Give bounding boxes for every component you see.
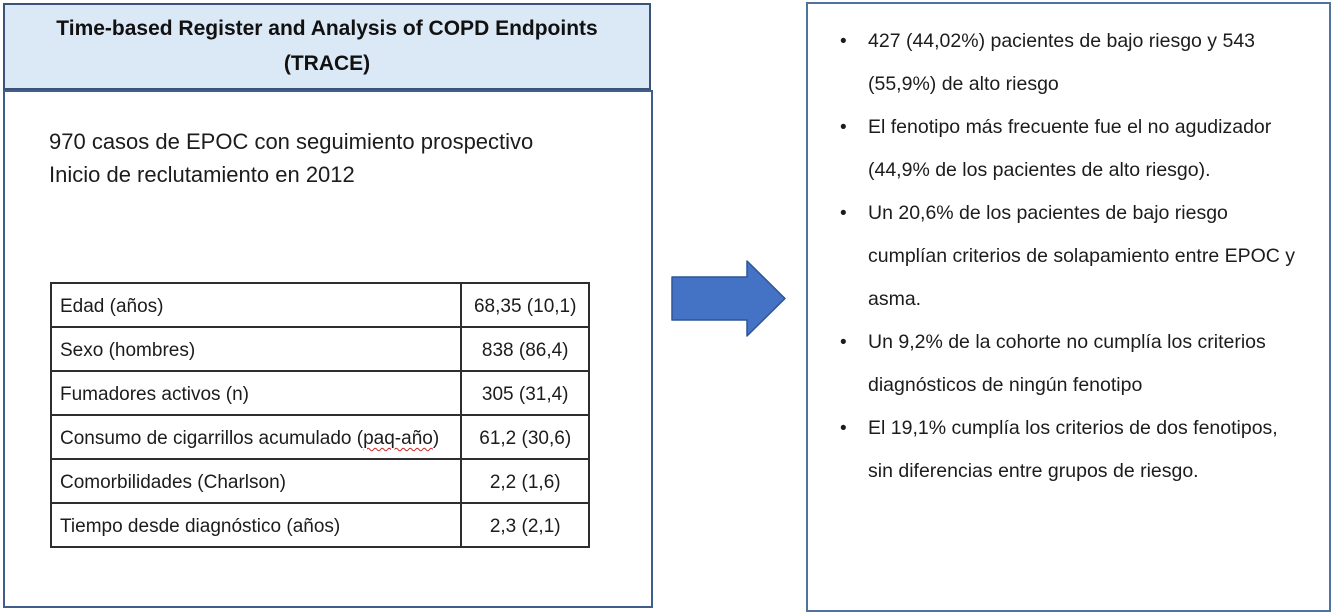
cohort-description: 970 casos de EPOC con seguimiento prospe… <box>49 126 533 191</box>
row-label: Edad (años) <box>49 282 463 328</box>
bullet-icon: • <box>840 418 847 439</box>
cohort-description-line1: 970 casos de EPOC con seguimiento prospe… <box>49 129 534 154</box>
right-arrow-shape <box>671 260 786 337</box>
bullet-icon: • <box>840 31 847 52</box>
table-row: Edad (años) 68,35 (10,1) <box>49 282 590 328</box>
row-value: 838 (86,4) <box>460 326 590 372</box>
table-row: Sexo (hombres) 838 (86,4) <box>49 326 590 372</box>
right-arrow-icon <box>671 260 786 337</box>
table-row: Comorbilidades (Charlson) 2,2 (1,6) <box>49 458 590 504</box>
results-panel: • 427 (44,02%) pacientes de bajo riesgo … <box>806 2 1331 612</box>
list-item: • El 19,1% cumplía los criterios de dos … <box>834 407 1305 493</box>
row-label-suffix: ) <box>432 428 440 449</box>
bullet-icon: • <box>840 332 847 353</box>
row-value: 305 (31,4) <box>460 370 590 416</box>
cohort-description-line2: Inicio de reclutamiento en 2012 <box>49 161 355 187</box>
row-label: Sexo (hombres) <box>49 326 463 372</box>
spellcheck-underlined-text: paq-año <box>363 428 433 449</box>
list-item: • El fenotipo más frecuente fue el no ag… <box>834 106 1305 192</box>
bullet-icon: • <box>840 117 847 138</box>
row-value: 61,2 (30,6) <box>460 414 590 460</box>
trace-title: Time-based Register and Analysis of COPD… <box>56 16 598 75</box>
table-row: Tiempo desde diagnóstico (años) 2,3 (2,1… <box>49 502 590 548</box>
row-label: Tiempo desde diagnóstico (años) <box>49 502 463 548</box>
trace-body-box: 970 casos de EPOC con seguimiento prospe… <box>3 90 653 608</box>
bullet-text: Un 20,6% de los pacientes de bajo riesgo… <box>868 202 1296 310</box>
row-label: Comorbilidades (Charlson) <box>49 458 463 504</box>
trace-title-box: Time-based Register and Analysis of COPD… <box>3 3 651 90</box>
row-label: Fumadores activos (n) <box>49 370 463 416</box>
row-value: 68,35 (10,1) <box>460 282 590 328</box>
table-row: Fumadores activos (n) 305 (31,4) <box>49 370 590 416</box>
bullet-text: 427 (44,02%) pacientes de bajo riesgo y … <box>868 30 1256 95</box>
list-item: • Un 9,2% de la cohorte no cumplía los c… <box>834 321 1305 407</box>
bullet-text: El 19,1% cumplía los criterios de dos fe… <box>868 417 1278 482</box>
baseline-characteristics-table: Edad (años) 68,35 (10,1) Sexo (hombres) … <box>49 282 590 548</box>
list-item: • 427 (44,02%) pacientes de bajo riesgo … <box>834 20 1305 106</box>
bullet-text: El fenotipo más frecuente fue el no agud… <box>868 116 1272 181</box>
bullet-text: Un 9,2% de la cohorte no cumplía los cri… <box>868 331 1266 396</box>
row-label-prefix: Consumo de cigarrillos acumulado ( <box>60 428 364 449</box>
row-value: 2,2 (1,6) <box>460 458 590 504</box>
row-label: Consumo de cigarrillos acumulado (paq-añ… <box>49 414 463 460</box>
list-item: • Un 20,6% de los pacientes de bajo ries… <box>834 192 1305 321</box>
row-value: 2,3 (2,1) <box>460 502 590 548</box>
bullet-icon: • <box>840 203 847 224</box>
table-row: Consumo de cigarrillos acumulado (paq-añ… <box>49 414 590 460</box>
